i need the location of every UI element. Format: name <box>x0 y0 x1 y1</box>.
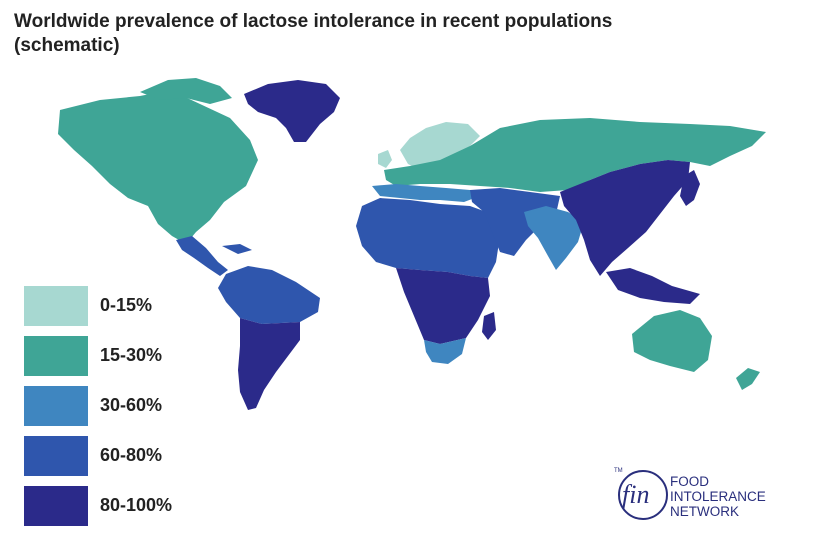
region-new-zealand <box>736 368 760 390</box>
legend-label: 15-30% <box>100 345 163 365</box>
region-caribbean <box>222 244 252 254</box>
region-india <box>524 206 584 270</box>
legend-swatch <box>24 286 88 326</box>
region-sub-saharan-africa <box>396 268 490 344</box>
legend-label: 30-60% <box>100 395 163 415</box>
region-australia <box>632 310 712 372</box>
legend-label: 60-80% <box>100 445 163 465</box>
logo-mark: fin <box>622 480 650 509</box>
region-japan <box>680 170 700 206</box>
legend-item-60-80: 60-80% <box>24 436 224 480</box>
title-line-2: (schematic) <box>14 35 120 56</box>
region-east-asia <box>560 160 690 276</box>
region-middle-east <box>470 188 560 256</box>
region-arctic-islands <box>140 78 232 104</box>
logo-tm: TM <box>614 468 623 474</box>
region-europe-russia <box>384 118 766 192</box>
legend-label: 80-100% <box>100 495 173 515</box>
region-south-africa <box>424 338 466 364</box>
map-title: Worldwide prevalence of lactose intolera… <box>14 10 612 58</box>
region-british-isles <box>378 150 392 168</box>
food-intolerance-network-logo: TM fin FOOD INTOLERANCE NETWORK <box>610 468 820 524</box>
logo-line-1: FOOD <box>670 474 709 489</box>
region-scandinavia <box>400 122 480 170</box>
region-se-asia-islands <box>606 268 700 304</box>
title-line-1: Worldwide prevalence of lactose intolera… <box>14 11 613 32</box>
region-north-america <box>58 90 258 244</box>
legend-item-30-60: 30-60% <box>24 386 224 430</box>
region-south-america-north <box>218 266 320 324</box>
legend-item-0-15: 0-15% <box>24 286 224 330</box>
legend-item-80-100: 80-100% <box>24 486 224 530</box>
legend-label: 0-15% <box>100 295 153 315</box>
region-north-africa <box>356 198 500 278</box>
region-greenland <box>244 80 340 142</box>
logo-circle <box>618 470 668 520</box>
region-central-america <box>176 236 228 276</box>
legend-swatch <box>24 436 88 476</box>
legend-swatch <box>24 386 88 426</box>
legend-swatch <box>24 486 88 526</box>
region-madagascar <box>482 312 496 340</box>
region-southern-europe <box>372 184 480 202</box>
logo-line-3: NETWORK <box>670 504 739 519</box>
legend-swatch <box>24 336 88 376</box>
legend-item-15-30: 15-30% <box>24 336 224 380</box>
region-south-america-south <box>238 318 300 410</box>
logo-text: FOOD INTOLERANCE NETWORK <box>670 474 766 519</box>
logo-line-2: INTOLERANCE <box>670 489 766 504</box>
